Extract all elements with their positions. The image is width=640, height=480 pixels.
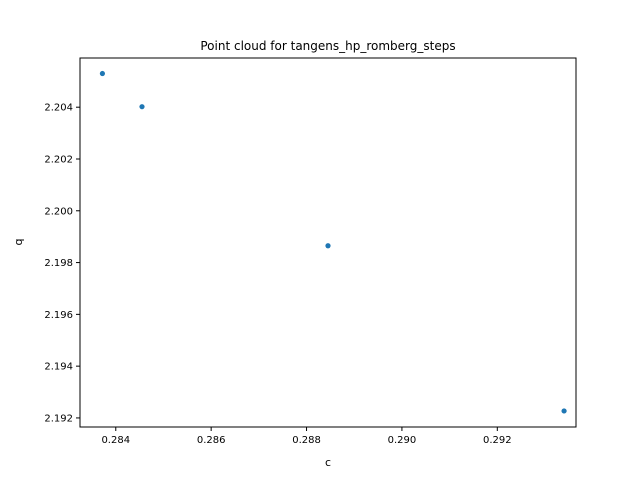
y-axis: 2.192 2.194 2.196 2.198 2.200 2.202 2.204: [44, 103, 80, 424]
y-tick-label: 2.198: [44, 258, 73, 269]
x-tick-label: 0.292: [483, 435, 512, 446]
y-axis-label: q: [12, 239, 25, 246]
chart-title: Point cloud for tangens_hp_romberg_steps: [200, 39, 455, 53]
x-tick-label: 0.284: [101, 435, 130, 446]
y-tick-label: 2.194: [44, 362, 73, 373]
y-tick-label: 2.204: [44, 103, 73, 114]
x-axis-label: c: [325, 456, 331, 469]
plot-area-frame: [79, 57, 577, 428]
data-point: [99, 70, 106, 77]
x-axis: 0.284 0.286 0.288 0.290 0.292: [101, 427, 512, 446]
data-point: [139, 104, 145, 110]
y-tick-label: 2.192: [44, 413, 73, 424]
y-tick-label: 2.202: [44, 154, 73, 165]
y-tick-label: 2.200: [44, 206, 73, 217]
x-tick-label: 0.288: [292, 435, 321, 446]
data-points: [99, 70, 567, 414]
data-point: [561, 408, 567, 414]
data-point: [325, 243, 331, 249]
x-tick-label: 0.286: [197, 435, 226, 446]
y-tick-label: 2.196: [44, 310, 73, 321]
x-tick-label: 0.290: [388, 435, 417, 446]
